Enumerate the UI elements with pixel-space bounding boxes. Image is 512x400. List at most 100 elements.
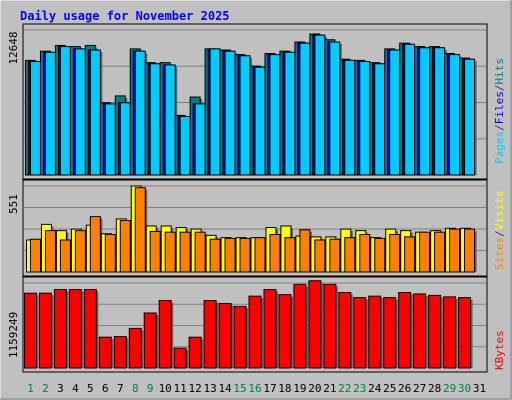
axis-label-part: Hits xyxy=(493,58,506,85)
x-tick-label: 19 xyxy=(293,382,306,395)
bar-pages xyxy=(344,59,356,176)
chart-title: Daily usage for November 2025 xyxy=(20,9,230,23)
x-tick-label: 23 xyxy=(353,382,366,395)
x-tick-label: 18 xyxy=(278,382,291,395)
bar-kbytes xyxy=(113,335,127,369)
bar-pages xyxy=(104,103,116,176)
y-axis-max-label: 551 xyxy=(7,194,20,214)
x-tick-label: 6 xyxy=(102,382,109,395)
bar-kbytes xyxy=(383,297,397,369)
bar-kbytes xyxy=(293,283,307,369)
bar-sites xyxy=(164,231,176,273)
x-tick-label: 11 xyxy=(174,382,187,395)
bar-pages xyxy=(434,47,446,176)
bar-kbytes xyxy=(173,347,187,369)
bar-sites xyxy=(254,237,266,273)
x-tick-label: 14 xyxy=(218,382,232,395)
bar-pages xyxy=(134,50,146,176)
x-tick-label: 2 xyxy=(42,382,49,395)
x-tick-label: 4 xyxy=(72,382,79,395)
x-tick-label: 5 xyxy=(87,382,94,395)
bar-kbytes xyxy=(128,327,142,369)
x-tick-label: 16 xyxy=(248,382,261,395)
bar-sites xyxy=(329,238,341,273)
bar-sites xyxy=(344,237,356,273)
x-tick-label: 28 xyxy=(428,382,441,395)
x-tick-label: 26 xyxy=(398,382,411,395)
axis-label-part: / xyxy=(493,230,506,237)
bar-sites xyxy=(269,234,281,273)
axis-label-part: Files xyxy=(493,91,506,124)
bar-pages xyxy=(329,41,341,176)
bar-pages xyxy=(389,49,401,176)
y-axis-max-label: 1159249 xyxy=(7,312,20,358)
bar-kbytes xyxy=(233,305,247,369)
axis-label-part: Pages xyxy=(493,131,506,164)
chart-panels: 12648Pages/Files/Hits551Sites/Visits1159… xyxy=(7,23,506,373)
bar-kbytes xyxy=(38,292,52,369)
bar-kbytes xyxy=(248,295,262,369)
bar-kbytes xyxy=(158,300,172,369)
bar-kbytes xyxy=(458,297,472,369)
axis-label: KBytes xyxy=(493,330,506,370)
bar-sites xyxy=(209,238,221,273)
bar-sites xyxy=(89,216,101,273)
x-tick-label: 8 xyxy=(132,382,139,395)
x-tick-label: 25 xyxy=(383,382,396,395)
bar-sites xyxy=(119,219,131,273)
panel-frame xyxy=(22,23,488,180)
panel-frame xyxy=(22,179,488,277)
bar-kbytes xyxy=(83,289,97,369)
x-tick-label: 21 xyxy=(323,382,336,395)
bar-sites xyxy=(239,237,251,273)
bar-kbytes xyxy=(143,312,157,369)
bar-sites xyxy=(434,231,446,273)
x-tick-label: 24 xyxy=(368,382,382,395)
bar-pages xyxy=(29,61,41,176)
bar-sites xyxy=(194,231,206,273)
bar-pages xyxy=(284,51,296,176)
x-tick-label: 27 xyxy=(413,382,426,395)
bar-sites xyxy=(419,231,431,273)
bar-kbytes xyxy=(203,300,217,369)
bar-kbytes xyxy=(23,292,37,369)
x-tick-label: 1 xyxy=(27,382,34,395)
bar-pages xyxy=(359,61,371,176)
bar-kbytes xyxy=(188,336,202,369)
bar-pages xyxy=(89,49,101,176)
y-axis-max-label: 12648 xyxy=(7,31,20,64)
bar-pages xyxy=(314,34,326,176)
bar-pages xyxy=(449,54,461,176)
panel-2: 551 Sites/Visits xyxy=(7,179,506,277)
bar-sites xyxy=(464,228,476,273)
bar-sites xyxy=(389,234,401,273)
bar-sites xyxy=(449,228,461,273)
bar-kbytes xyxy=(398,291,412,369)
bar-kbytes xyxy=(218,302,232,369)
bar-pages xyxy=(119,102,131,176)
axis-label: Sites/Visits xyxy=(493,191,506,271)
x-tick-label: 7 xyxy=(117,382,124,395)
bar-kbytes xyxy=(428,294,442,369)
bar-sites xyxy=(374,237,386,273)
bar-pages xyxy=(149,63,161,176)
bar-pages xyxy=(239,55,251,176)
axis-label-part: / xyxy=(493,85,506,92)
bar-sites xyxy=(224,237,236,273)
bar-pages xyxy=(299,42,311,176)
bar-kbytes xyxy=(308,280,322,369)
bar-pages xyxy=(374,63,386,176)
bar-sites xyxy=(149,230,161,273)
bar-kbytes xyxy=(323,283,337,369)
x-tick-label: 17 xyxy=(263,382,276,395)
x-tick-label: 22 xyxy=(338,382,351,395)
x-tick-label: 31 xyxy=(473,382,486,395)
bar-pages xyxy=(74,48,86,176)
x-tick-label: 29 xyxy=(443,382,456,395)
bar-sites xyxy=(59,239,71,273)
bar-pages xyxy=(179,116,191,176)
axis-label-part: / xyxy=(493,124,506,131)
bar-kbytes xyxy=(353,297,367,369)
